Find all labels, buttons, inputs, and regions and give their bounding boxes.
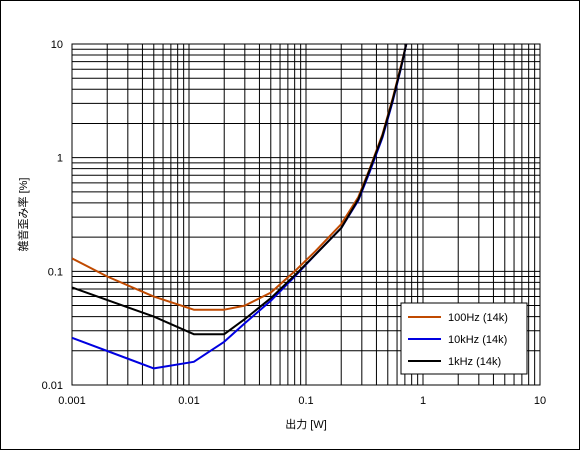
legend-label: 1kHz (14k) — [448, 356, 501, 368]
series-lines — [72, 44, 408, 370]
series-line-3 — [72, 44, 408, 336]
y-tick-label: 10 — [51, 39, 63, 51]
legend-label: 100Hz (14k) — [448, 312, 508, 324]
legend: 100Hz (14k) 10kHz (14k) 1kHz (14k) — [400, 302, 528, 375]
plot-area — [71, 43, 541, 386]
x-tick-label: 0.1 — [298, 395, 313, 407]
series-line-2 — [72, 44, 408, 370]
x-tick-label: 0.01 — [178, 395, 199, 407]
x-tick-label: 0.001 — [58, 395, 86, 407]
y-tick-label: 0.01 — [42, 380, 63, 392]
y-tick-label: 1 — [57, 153, 63, 165]
x-tick-label: 10 — [534, 395, 546, 407]
x-axis-label: 出力 [W] — [285, 417, 327, 431]
legend-label: 10kHz (14k) — [448, 334, 507, 346]
y-axis-label: 雑音歪み率 [%] — [16, 178, 30, 252]
tick-labels: 0.001 0.01 0.1 1 10 0.01 0.1 1 10 — [42, 39, 547, 407]
series-line-1 — [72, 44, 408, 311]
y-tick-label: 0.1 — [48, 266, 63, 278]
x-tick-label: 1 — [420, 395, 426, 407]
